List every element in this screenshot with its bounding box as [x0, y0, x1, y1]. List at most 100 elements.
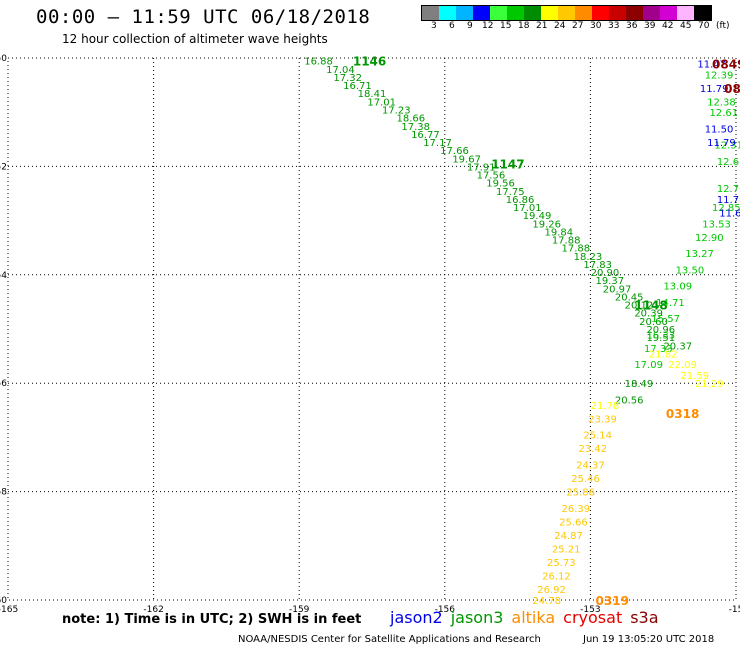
x-tick-label: -153	[580, 605, 600, 615]
wave-height-point: 23.42	[579, 444, 608, 455]
wave-height-point: 20.45	[615, 292, 644, 303]
color-scale-label: 6	[449, 21, 455, 31]
color-scale-label: (ft)	[716, 21, 730, 31]
y-tick-label: -50	[0, 54, 7, 64]
color-scale-labels: 3 6 9 12 15 18 21 24 27 30 33 36 39 42 45 70 (ft)	[421, 21, 740, 33]
x-tick-label: -162	[143, 605, 163, 615]
wave-height-point: 11.79	[700, 84, 729, 95]
y-tick-label: -54	[0, 271, 7, 281]
color-scale-label: 27	[572, 21, 584, 31]
x-tick-label: -15	[729, 605, 740, 615]
wave-height-point: 25.46	[571, 474, 600, 485]
wave-height-point: 20.97	[603, 284, 632, 295]
wave-height-point: 14.71	[656, 298, 685, 309]
wave-height-point: 17.66	[440, 146, 469, 157]
color-swatch	[609, 6, 626, 20]
color-scale-label: 70	[698, 21, 710, 31]
pass-time-label: 1148	[634, 299, 667, 313]
color-scale-label: 30	[590, 21, 602, 31]
wave-height-point: 17.33	[644, 344, 673, 355]
color-scale-label: 42	[662, 21, 674, 31]
wave-height-point: 25.14	[583, 431, 612, 442]
color-scale-label: 12	[482, 21, 494, 31]
wave-height-point: 12.38	[707, 97, 736, 108]
wave-height-point: 12.61	[710, 108, 739, 119]
wave-height-point: 12.63	[717, 157, 740, 168]
wave-height-point: 20.12	[625, 301, 654, 312]
wave-height-point: 16.88	[304, 57, 333, 68]
wave-height-point: 11.65	[719, 208, 740, 219]
color-swatch	[660, 6, 677, 20]
plot-border	[7, 57, 737, 601]
color-scale-label: 15	[500, 21, 512, 31]
color-swatch	[507, 6, 524, 20]
wave-height-point: 12.85	[712, 203, 740, 214]
wave-height-point: 17.23	[382, 105, 411, 116]
pass-time-label: 0319	[596, 594, 629, 608]
wave-height-point: 20.60	[639, 317, 668, 328]
wave-height-point: 21.59	[680, 371, 709, 382]
color-scale-label: 39	[644, 21, 656, 31]
color-scale-label: 18	[518, 21, 530, 31]
legend-item-altika: altika	[511, 608, 556, 627]
wave-height-point: 25.73	[547, 558, 576, 569]
wave-height-point: 17.17	[423, 138, 452, 149]
wave-height-point: 17.56	[477, 171, 506, 182]
wave-height-point: 16.33	[646, 330, 675, 341]
wave-height-point: 20.90	[591, 268, 620, 279]
wave-height-point: 13.50	[676, 265, 705, 276]
legend-item-jason3: jason3	[450, 608, 504, 627]
color-scale-label: 24	[554, 21, 566, 31]
wave-height-point: 20.96	[646, 325, 675, 336]
wave-height-point: 26.92	[537, 585, 566, 596]
wave-height-point: 12.39	[705, 70, 734, 81]
page-subtitle: 12 hour collection of altimeter wave hei…	[62, 32, 328, 46]
wave-height-point: 19.67	[452, 154, 481, 165]
wave-height-point: 12.90	[695, 233, 724, 244]
wave-height-point: 19.56	[486, 179, 515, 190]
wave-height-point: 19.84	[545, 227, 574, 238]
wave-height-point: 24.87	[554, 531, 583, 542]
color-swatch	[524, 6, 541, 20]
color-scale-label: 45	[680, 21, 692, 31]
wave-height-point: 17.38	[401, 122, 430, 133]
wave-height-point: 23.39	[588, 414, 617, 425]
color-swatch	[456, 6, 473, 20]
wave-height-point: 19.51	[646, 333, 675, 344]
color-swatch	[694, 6, 711, 20]
color-swatch	[626, 6, 643, 20]
wave-height-point: 22.09	[668, 360, 697, 371]
wave-height-point: 11.50	[705, 124, 734, 135]
wave-height-point: 20.39	[634, 309, 663, 320]
wave-height-point: 19.26	[532, 219, 561, 230]
wave-height-point: 18.23	[574, 252, 603, 263]
wave-height-point: 25.21	[552, 545, 581, 556]
wave-height-point: 18.49	[625, 379, 654, 390]
color-scale-label: 21	[536, 21, 548, 31]
color-swatch	[541, 6, 558, 20]
generated-time: Jun 19 13:05:20 UTC 2018	[583, 634, 715, 645]
wave-height-point: 21.29	[695, 379, 724, 390]
wave-height-point: 13.09	[663, 282, 692, 293]
wave-height-point: 25.66	[559, 517, 588, 528]
wave-height-point: 26.39	[562, 504, 591, 515]
wave-height-point: 16.86	[506, 195, 535, 206]
color-swatch	[575, 6, 592, 20]
wave-height-point: 11.47	[697, 59, 726, 70]
color-scale-bar	[421, 5, 712, 21]
wave-height-point: 17.75	[496, 187, 525, 198]
wave-height-point: 13.53	[702, 219, 731, 230]
color-scale-label: 9	[467, 21, 473, 31]
footer-note: note: 1) Time is in UTC; 2) SWH is in fe…	[62, 612, 362, 627]
wave-height-point: 25.86	[566, 488, 595, 499]
wave-height-point: 17.01	[367, 97, 396, 108]
wave-height-point: 17.04	[326, 65, 355, 76]
x-tick-label: -165	[0, 605, 18, 615]
wave-height-point: 19.49	[523, 211, 552, 222]
color-scale-label: 3	[431, 21, 437, 31]
wave-height-point: 17.09	[634, 360, 663, 371]
wave-height-point: 20.56	[615, 395, 644, 406]
wave-height-point: 24.78	[532, 596, 561, 607]
y-tick-label: -56	[0, 379, 7, 389]
